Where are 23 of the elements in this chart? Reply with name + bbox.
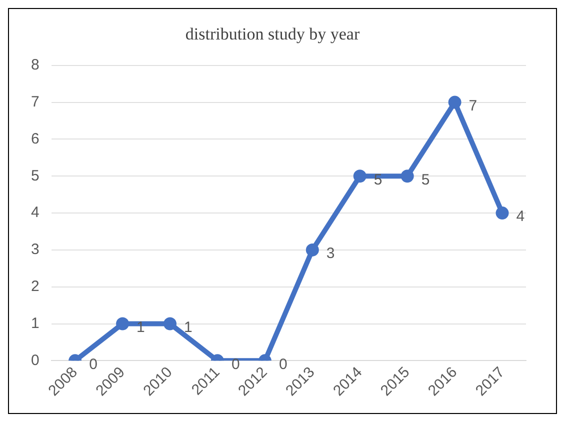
point <box>400 170 414 183</box>
y-tick-label: 4 <box>31 204 40 222</box>
data-label: 5 <box>421 171 430 188</box>
data-label: 0 <box>231 356 240 373</box>
y-tick-label: 1 <box>31 314 40 332</box>
y-tick-label: 5 <box>31 167 40 184</box>
y-tick-label: 8 <box>31 56 40 74</box>
y-tick-label: 6 <box>31 130 40 148</box>
data-label: 7 <box>468 97 478 114</box>
data-label: 0 <box>89 356 98 373</box>
point <box>353 170 366 183</box>
y-tick-label: 3 <box>31 241 40 258</box>
data-label: 4 <box>516 208 525 226</box>
y-tick-label: 7 <box>31 93 40 110</box>
data-label: 0 <box>278 356 288 373</box>
point <box>448 96 462 109</box>
data-label: 1 <box>184 318 192 336</box>
y-tick-label: 2 <box>31 278 40 295</box>
point <box>496 206 509 220</box>
data-label: 3 <box>326 245 335 262</box>
y-tick-label: 0 <box>31 352 40 369</box>
chart-title: distribution study by year <box>185 24 360 44</box>
point <box>306 243 319 256</box>
